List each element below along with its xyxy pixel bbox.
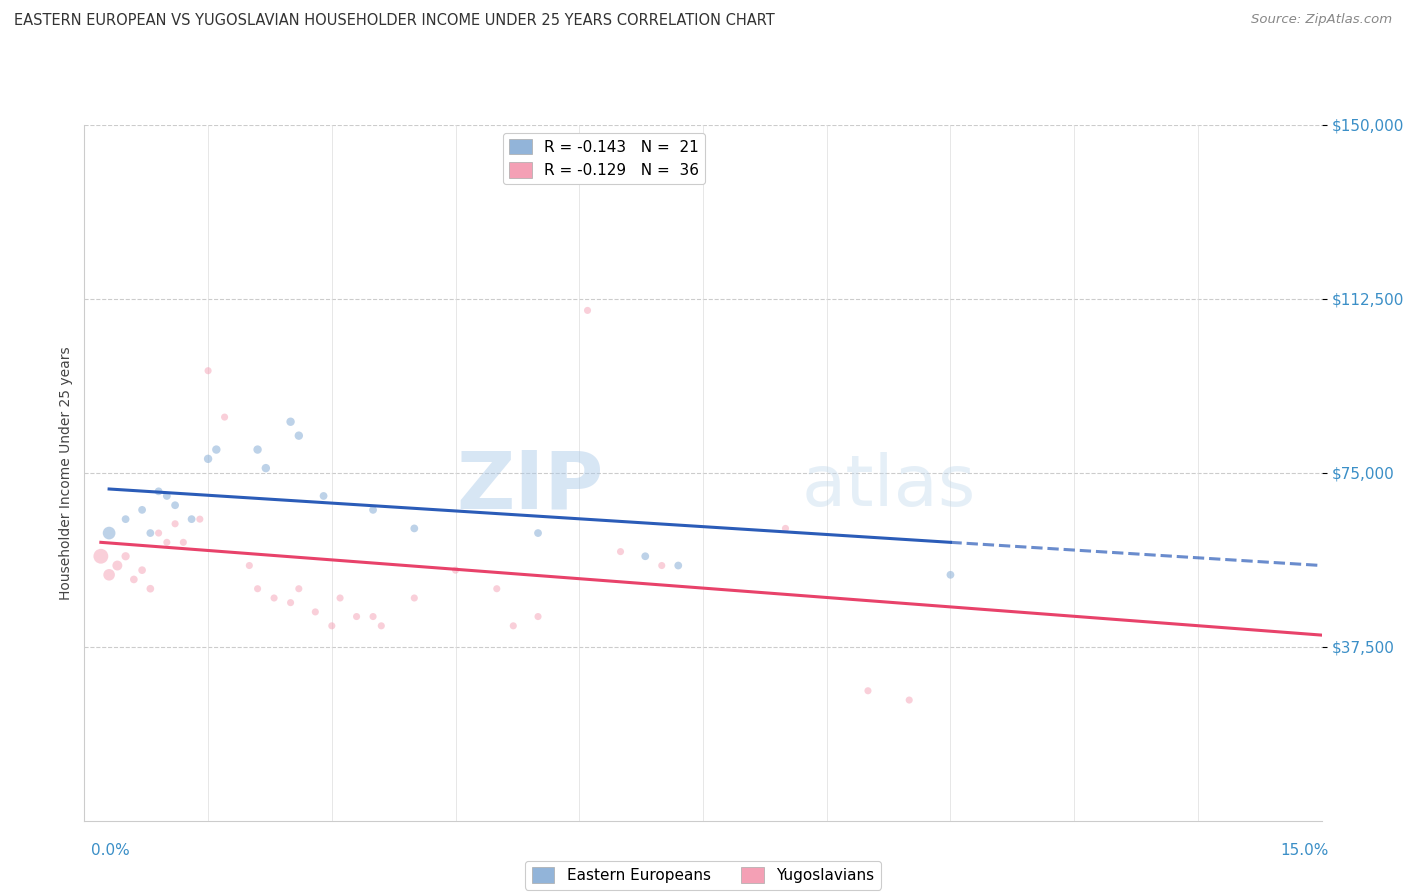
Point <box>370 619 392 633</box>
Point <box>98 526 121 541</box>
Point <box>148 484 170 499</box>
Point <box>651 558 673 573</box>
Point <box>346 609 368 624</box>
Point <box>114 549 136 564</box>
Point <box>666 558 689 573</box>
Point <box>288 428 311 442</box>
Point <box>172 535 194 549</box>
Point <box>165 516 187 531</box>
Point <box>90 549 112 564</box>
Text: 0.0%: 0.0% <box>91 843 131 858</box>
Text: atlas: atlas <box>801 452 976 521</box>
Point <box>444 563 467 577</box>
Text: Source: ZipAtlas.com: Source: ZipAtlas.com <box>1251 13 1392 27</box>
Point <box>165 498 187 512</box>
Point <box>246 582 269 596</box>
Point <box>131 563 153 577</box>
Legend: Eastern Europeans, Yugoslavians: Eastern Europeans, Yugoslavians <box>526 862 880 889</box>
Point <box>114 512 136 526</box>
Y-axis label: Householder Income Under 25 years: Householder Income Under 25 years <box>59 346 73 599</box>
Point <box>188 512 211 526</box>
Point <box>527 609 550 624</box>
Point <box>131 503 153 517</box>
Point <box>361 609 384 624</box>
Point <box>122 573 145 587</box>
Point <box>361 503 384 517</box>
Point <box>288 582 311 596</box>
Point <box>197 364 219 378</box>
Point <box>98 567 121 582</box>
Point <box>148 526 170 541</box>
Point <box>527 526 550 541</box>
Point <box>304 605 326 619</box>
Point <box>197 451 219 466</box>
Point <box>180 512 202 526</box>
Point <box>254 461 277 475</box>
Point <box>238 558 260 573</box>
Point <box>576 303 599 318</box>
Point <box>156 535 179 549</box>
Point <box>205 442 228 457</box>
Point <box>775 521 797 535</box>
Text: EASTERN EUROPEAN VS YUGOSLAVIAN HOUSEHOLDER INCOME UNDER 25 YEARS CORRELATION CH: EASTERN EUROPEAN VS YUGOSLAVIAN HOUSEHOL… <box>14 13 775 29</box>
Point <box>214 410 236 425</box>
Point <box>856 683 879 698</box>
Point <box>609 544 631 558</box>
Point <box>156 489 179 503</box>
Point <box>246 442 269 457</box>
Point <box>105 558 128 573</box>
Point <box>139 526 162 541</box>
Point <box>329 591 352 605</box>
Point <box>263 591 285 605</box>
Point <box>312 489 335 503</box>
Text: ZIP: ZIP <box>457 448 605 525</box>
Point <box>404 521 426 535</box>
Point <box>404 591 426 605</box>
Point <box>280 596 302 610</box>
Point <box>898 693 921 707</box>
Point <box>502 619 524 633</box>
Point <box>139 582 162 596</box>
Point <box>280 415 302 429</box>
Point <box>321 619 343 633</box>
Point <box>634 549 657 564</box>
Text: 15.0%: 15.0% <box>1281 843 1329 858</box>
Point <box>939 567 962 582</box>
Point <box>485 582 508 596</box>
